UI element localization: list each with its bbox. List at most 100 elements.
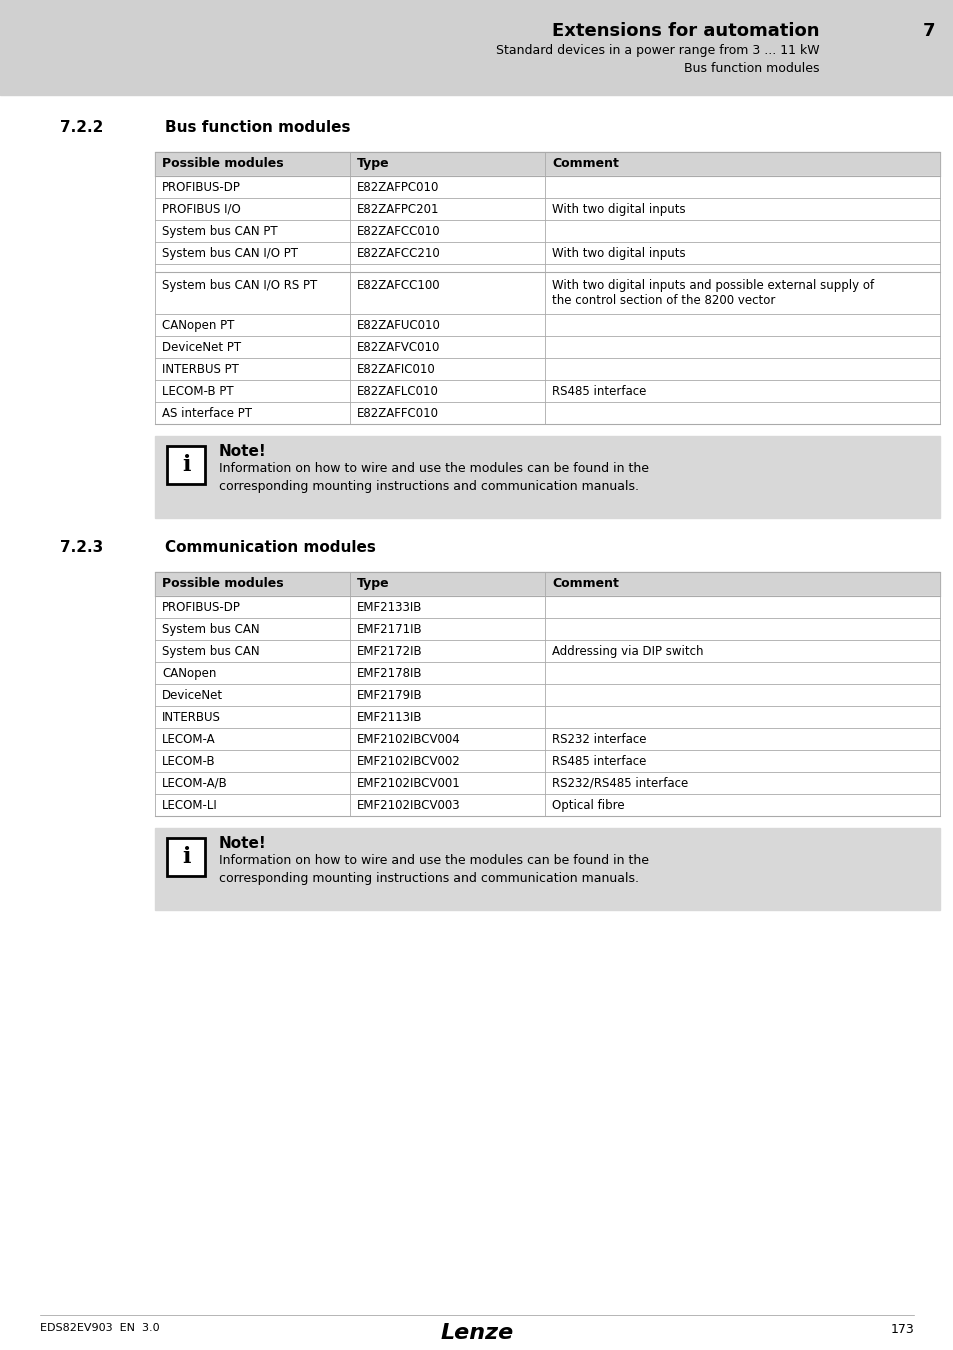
Text: System bus CAN I/O PT: System bus CAN I/O PT <box>162 247 297 261</box>
Bar <box>154 336 939 358</box>
Bar <box>154 436 939 518</box>
Bar <box>154 315 939 336</box>
Text: Bus function modules: Bus function modules <box>165 120 350 135</box>
Bar <box>154 662 939 684</box>
Text: E82ZAFIC010: E82ZAFIC010 <box>356 363 436 377</box>
Bar <box>154 751 939 772</box>
Text: Possible modules: Possible modules <box>162 157 283 170</box>
Text: PROFIBUS-DP: PROFIBUS-DP <box>162 181 240 194</box>
Text: EMF2179IB: EMF2179IB <box>356 688 422 702</box>
Bar <box>154 176 939 198</box>
Bar <box>154 772 939 794</box>
Text: E82ZAFUC010: E82ZAFUC010 <box>356 319 440 332</box>
Bar <box>154 618 939 640</box>
Text: System bus CAN PT: System bus CAN PT <box>162 225 277 238</box>
Text: RS232/RS485 interface: RS232/RS485 interface <box>552 778 687 790</box>
Text: EDS82EV903  EN  3.0: EDS82EV903 EN 3.0 <box>40 1323 159 1332</box>
Bar <box>154 794 939 815</box>
Bar <box>154 198 939 220</box>
Text: Type: Type <box>356 157 389 170</box>
Text: E82ZAFCC100: E82ZAFCC100 <box>356 279 440 292</box>
Text: Type: Type <box>356 576 389 590</box>
Text: Note!: Note! <box>219 836 267 850</box>
Text: EMF2171IB: EMF2171IB <box>356 622 422 636</box>
Text: PROFIBUS-DP: PROFIBUS-DP <box>162 601 240 614</box>
Text: PROFIBUS I/O: PROFIBUS I/O <box>162 202 240 216</box>
Text: EMF2102IBCV004: EMF2102IBCV004 <box>356 733 460 747</box>
Bar <box>154 572 939 595</box>
Text: System bus CAN: System bus CAN <box>162 645 259 657</box>
Text: E82ZAFLC010: E82ZAFLC010 <box>356 385 438 398</box>
Text: Note!: Note! <box>219 444 267 459</box>
Bar <box>154 220 939 242</box>
Text: DeviceNet: DeviceNet <box>162 688 223 702</box>
Text: EMF2133IB: EMF2133IB <box>356 601 422 614</box>
Text: E82ZAFCC010: E82ZAFCC010 <box>356 225 440 238</box>
Text: E82ZAFCC210: E82ZAFCC210 <box>356 247 440 261</box>
Bar <box>154 640 939 662</box>
Text: EMF2102IBCV003: EMF2102IBCV003 <box>356 799 460 811</box>
Text: INTERBUS PT: INTERBUS PT <box>162 363 238 377</box>
Text: E82ZAFVC010: E82ZAFVC010 <box>356 342 440 354</box>
Text: E82ZAFFC010: E82ZAFFC010 <box>356 406 438 420</box>
Text: 7.2.2: 7.2.2 <box>60 120 103 135</box>
Text: Extensions for automation: Extensions for automation <box>552 22 820 40</box>
Text: Standard devices in a power range from 3 ... 11 kW: Standard devices in a power range from 3… <box>496 45 820 57</box>
Bar <box>167 838 205 876</box>
Text: Possible modules: Possible modules <box>162 576 283 590</box>
Bar <box>167 838 205 876</box>
Text: i: i <box>182 846 190 868</box>
Text: AS interface PT: AS interface PT <box>162 406 252 420</box>
Text: EMF2178IB: EMF2178IB <box>356 667 422 680</box>
Bar <box>154 274 939 315</box>
Bar <box>154 684 939 706</box>
Bar <box>154 728 939 751</box>
Text: With two digital inputs and possible external supply of
the control section of t: With two digital inputs and possible ext… <box>552 279 873 306</box>
Text: E82ZAFPC201: E82ZAFPC201 <box>356 202 439 216</box>
Text: 7: 7 <box>922 22 934 40</box>
Bar <box>167 446 205 485</box>
Text: System bus CAN: System bus CAN <box>162 622 259 636</box>
Text: Addressing via DIP switch: Addressing via DIP switch <box>552 645 702 657</box>
Text: EMF2102IBCV001: EMF2102IBCV001 <box>356 778 460 790</box>
Text: EMF2102IBCV002: EMF2102IBCV002 <box>356 755 460 768</box>
Bar <box>154 402 939 424</box>
Text: CANopen PT: CANopen PT <box>162 319 234 332</box>
Text: Bus function modules: Bus function modules <box>684 62 820 76</box>
Bar <box>0 0 953 95</box>
Bar <box>154 379 939 402</box>
Text: RS485 interface: RS485 interface <box>552 385 646 398</box>
Text: System bus CAN I/O RS PT: System bus CAN I/O RS PT <box>162 279 317 292</box>
Text: Comment: Comment <box>552 157 618 170</box>
Text: INTERBUS: INTERBUS <box>162 711 221 724</box>
Text: LECOM-A/B: LECOM-A/B <box>162 778 228 790</box>
Text: Lenze: Lenze <box>440 1323 513 1343</box>
Text: EMF2113IB: EMF2113IB <box>356 711 422 724</box>
Bar <box>154 595 939 618</box>
Text: RS232 interface: RS232 interface <box>552 733 646 747</box>
Text: CANopen: CANopen <box>162 667 216 680</box>
Text: 7.2.3: 7.2.3 <box>60 540 103 555</box>
Bar <box>154 153 939 176</box>
Text: DeviceNet PT: DeviceNet PT <box>162 342 241 354</box>
Text: LECOM-A: LECOM-A <box>162 733 215 747</box>
Text: E82ZAFPC010: E82ZAFPC010 <box>356 181 439 194</box>
Bar <box>154 828 939 910</box>
Text: Information on how to wire and use the modules can be found in the
corresponding: Information on how to wire and use the m… <box>219 462 648 493</box>
Text: 173: 173 <box>889 1323 913 1336</box>
Text: Information on how to wire and use the modules can be found in the
corresponding: Information on how to wire and use the m… <box>219 855 648 886</box>
Text: LECOM-B: LECOM-B <box>162 755 215 768</box>
Text: Communication modules: Communication modules <box>165 540 375 555</box>
Bar <box>154 358 939 379</box>
Text: With two digital inputs: With two digital inputs <box>552 247 685 261</box>
Text: LECOM-LI: LECOM-LI <box>162 799 217 811</box>
Text: EMF2172IB: EMF2172IB <box>356 645 422 657</box>
Bar <box>154 242 939 265</box>
Bar <box>154 706 939 728</box>
Text: RS485 interface: RS485 interface <box>552 755 646 768</box>
Text: Comment: Comment <box>552 576 618 590</box>
Text: i: i <box>182 454 190 477</box>
Text: With two digital inputs: With two digital inputs <box>552 202 685 216</box>
Text: LECOM-B PT: LECOM-B PT <box>162 385 233 398</box>
Bar <box>167 446 205 485</box>
